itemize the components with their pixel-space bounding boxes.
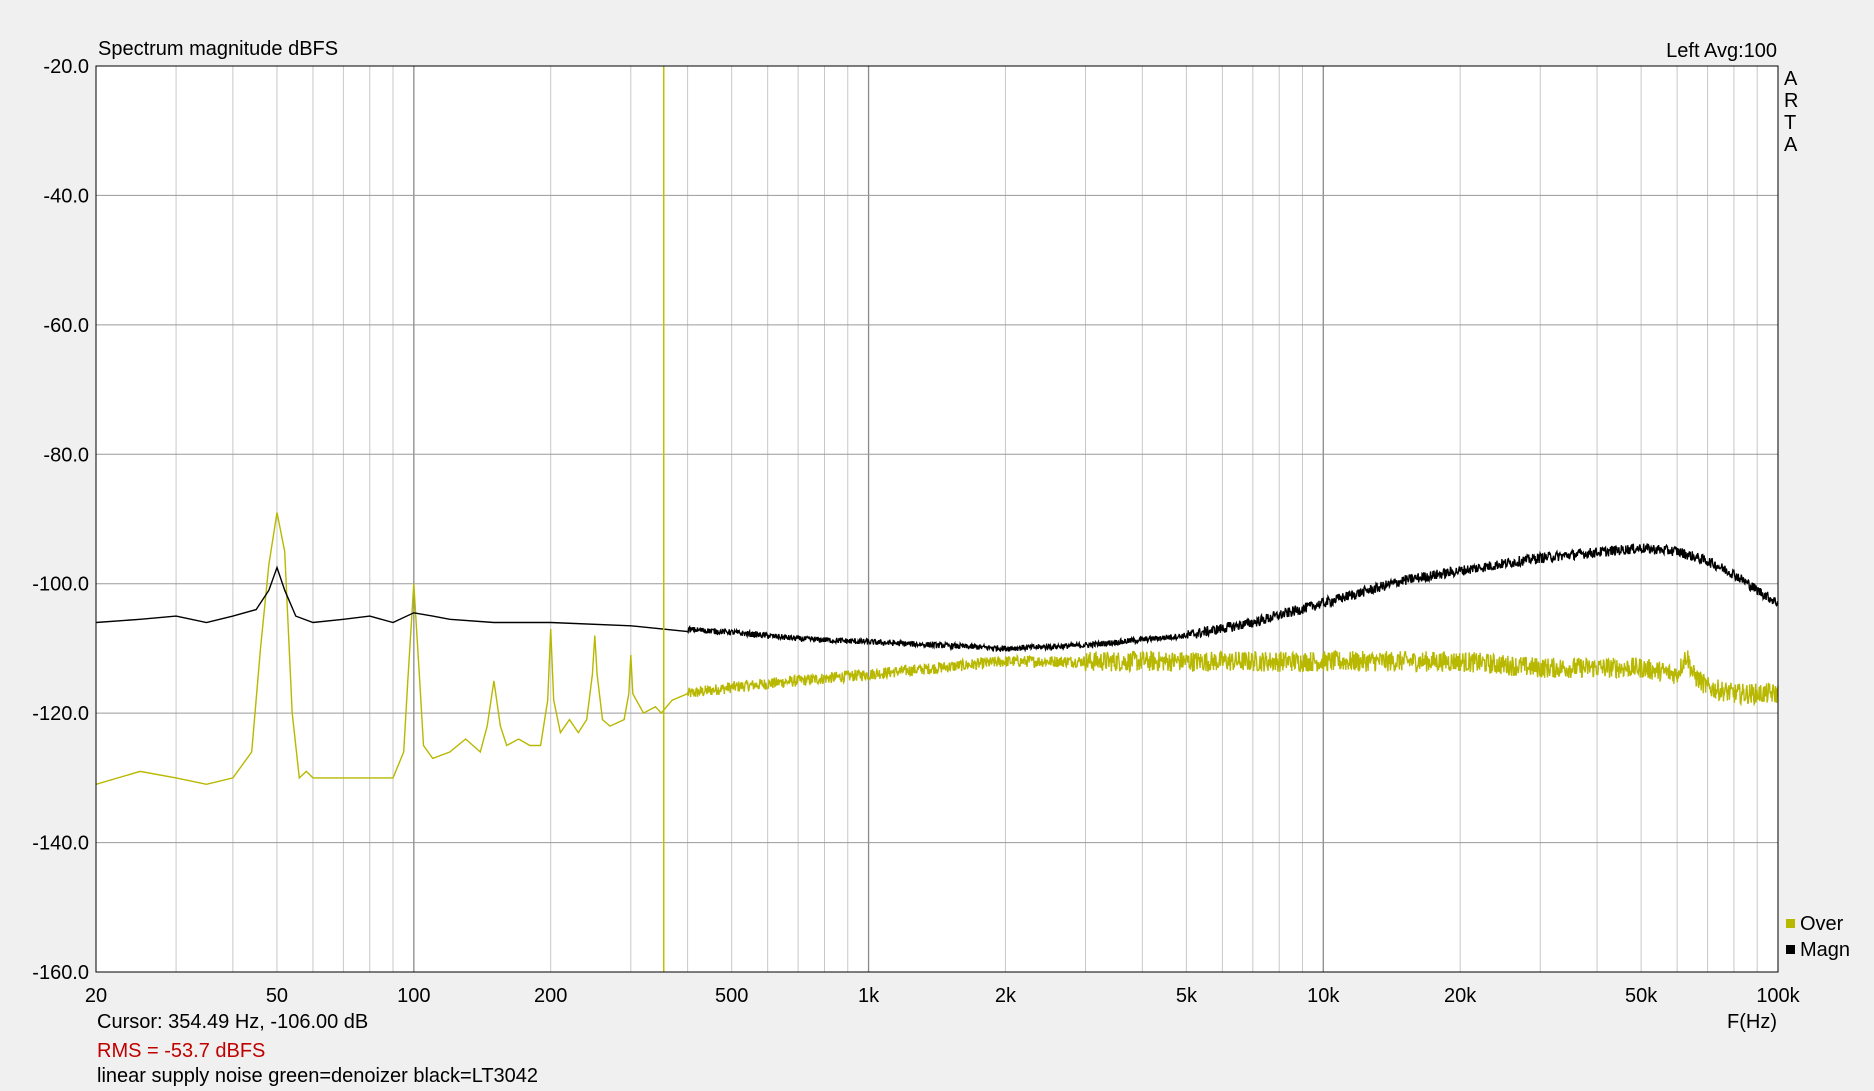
chart-title: Spectrum magnitude dBFS: [98, 38, 338, 60]
plot-background: [96, 66, 1778, 972]
y-tick-label: -160.0: [32, 962, 89, 984]
brand-letter-4: A: [1784, 134, 1798, 156]
rms-readout: RMS = -53.7 dBFS: [97, 1040, 265, 1062]
x-tick-label: 5k: [1176, 985, 1198, 1007]
legend-label-magn: Magn: [1800, 939, 1850, 961]
legend-label-over: Over: [1800, 913, 1844, 935]
y-tick-label: -120.0: [32, 703, 89, 725]
x-tick-label: 20: [85, 985, 107, 1007]
legend-swatch-magn: [1786, 945, 1795, 954]
legend: Over Magn: [1786, 913, 1850, 961]
x-tick-label: 200: [534, 985, 567, 1007]
x-tick-label: 1k: [858, 985, 880, 1007]
measurement-note: linear supply noise green=denoizer black…: [97, 1065, 538, 1087]
legend-swatch-over: [1786, 919, 1795, 928]
series-line-over: [95, 512, 1779, 786]
brand-letter-1: A: [1784, 68, 1798, 90]
brand-label: A R T A: [1784, 68, 1798, 156]
y-axis-ticks: -20.0 -40.0 -60.0 -80.0 -100.0 -120.0 -140.0 -1…: [32, 56, 89, 984]
x-tick-label: 100: [397, 985, 430, 1007]
plot-frame: [95, 65, 1779, 973]
grid-lines: [96, 66, 1778, 972]
x-tick-label: 500: [715, 985, 748, 1007]
x-tick-label: 20k: [1444, 985, 1477, 1007]
x-tick-label: 2k: [995, 985, 1017, 1007]
x-axis-label: F(Hz): [1727, 1011, 1777, 1033]
y-tick-label: -20.0: [43, 56, 89, 78]
y-tick-label: -100.0: [32, 574, 89, 596]
x-tick-label: 50: [266, 985, 288, 1007]
cursor-readout: Cursor: 354.49 Hz, -106.00 dB: [97, 1011, 368, 1033]
brand-letter-3: T: [1784, 112, 1796, 134]
brand-letter-2: R: [1784, 90, 1798, 112]
x-tick-label: 100k: [1756, 985, 1800, 1007]
series-layer: [95, 512, 1779, 786]
x-tick-label: 50k: [1625, 985, 1658, 1007]
x-axis-ticks: 20 50 100 200 500 1k 2k 5k 10k 20k 50k 100k: [85, 985, 1801, 1007]
y-tick-label: -80.0: [43, 444, 89, 466]
y-tick-label: -40.0: [43, 185, 89, 207]
series-line-magn: [95, 543, 1779, 653]
y-tick-label: -60.0: [43, 315, 89, 337]
channel-info: Left Avg:100: [1666, 40, 1777, 62]
x-tick-label: 10k: [1307, 985, 1340, 1007]
y-tick-label: -140.0: [32, 833, 89, 855]
